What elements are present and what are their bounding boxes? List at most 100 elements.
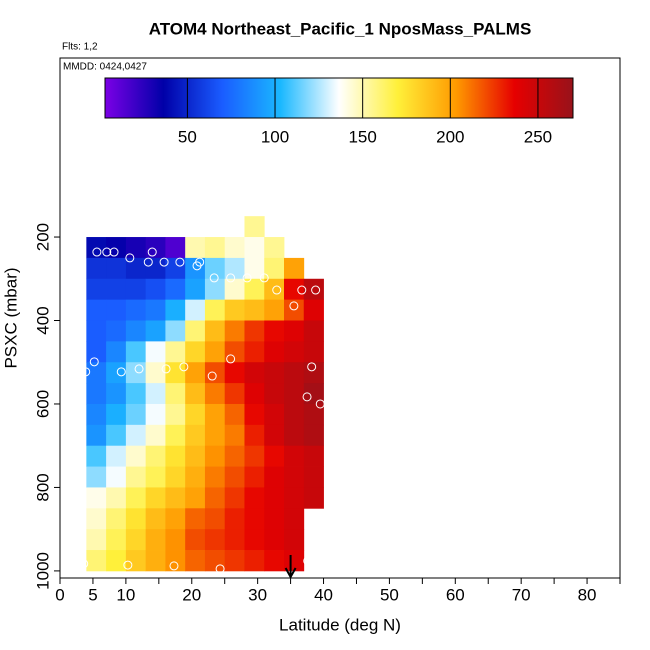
heat-cell <box>86 383 107 405</box>
sample-point <box>242 273 252 283</box>
heat-cell <box>125 383 147 405</box>
heat-cell <box>204 508 226 530</box>
heat-cell <box>284 383 305 405</box>
sample-point <box>311 285 321 295</box>
heat-cell <box>145 257 166 280</box>
heat-cell <box>86 466 107 488</box>
heat-cell <box>185 299 206 321</box>
subtitle: Flts: 1,2 <box>62 42 98 53</box>
heat-cell <box>165 466 186 488</box>
heat-cell <box>224 424 245 447</box>
heat-cell <box>284 403 305 426</box>
x-tick-label: 60 <box>446 585 465 604</box>
sample-point <box>272 285 282 295</box>
y-tick-label: 800 <box>33 473 52 501</box>
heat-cell <box>284 529 305 551</box>
heat-cell <box>106 550 127 572</box>
heat-cell <box>284 257 305 280</box>
heat-cell <box>106 529 127 551</box>
colorbar-tick-label: 250 <box>524 127 552 146</box>
heat-cell <box>185 403 206 426</box>
heat-cell <box>224 550 245 572</box>
heat-cell <box>284 466 305 488</box>
heat-cell <box>244 550 265 572</box>
heat-cell <box>185 445 206 467</box>
heat-cell <box>106 466 127 488</box>
heat-cell <box>204 237 226 259</box>
heat-cell <box>106 508 127 530</box>
heat-cell <box>165 237 186 259</box>
heat-cell <box>86 299 107 321</box>
heat-cell <box>264 487 285 509</box>
heat-cell <box>145 445 166 467</box>
heat-cell <box>224 341 245 363</box>
plot-frame <box>59 57 621 579</box>
heat-cell <box>244 257 265 280</box>
heat-cell <box>264 445 285 467</box>
heat-cell <box>165 550 186 572</box>
heat-cell <box>185 257 206 280</box>
heat-cell <box>204 529 226 551</box>
sample-point <box>92 247 102 257</box>
heat-cell <box>125 445 147 467</box>
heat-cell <box>86 550 107 572</box>
heat-cell <box>165 299 186 321</box>
heat-cell <box>244 278 265 301</box>
heat-cell <box>185 341 206 363</box>
heat-cell <box>185 529 206 551</box>
heat-cell <box>303 424 324 447</box>
heat-cell <box>264 320 285 342</box>
x-tick-label: 80 <box>578 585 597 604</box>
sample-point <box>303 556 313 566</box>
heat-cell <box>303 341 324 363</box>
x-tick-label: 0 <box>55 585 64 604</box>
heat-cell <box>264 550 285 572</box>
sample-point <box>89 357 99 367</box>
heat-cell <box>284 424 305 447</box>
sample-point <box>195 257 205 267</box>
heat-cell <box>86 341 107 363</box>
heat-cell <box>224 508 245 530</box>
heat-cell <box>165 403 186 426</box>
sample-point <box>143 257 153 267</box>
heat-cell <box>165 278 186 301</box>
y-tick-label: 400 <box>33 306 52 334</box>
sample-point <box>147 247 157 257</box>
heat-cell <box>244 362 265 384</box>
heat-cell <box>185 508 206 530</box>
heat-cell <box>106 299 127 321</box>
annotation: MMDD: 0424,0427 <box>63 62 147 73</box>
heat-cell <box>145 383 166 405</box>
sample-point <box>302 392 312 402</box>
heat-cell <box>244 487 265 509</box>
heat-cell <box>204 487 226 509</box>
x-axis-label: Latitude (deg N) <box>279 615 401 634</box>
heat-cell <box>125 237 147 259</box>
heat-cell <box>264 383 285 405</box>
heat-cell <box>284 278 305 301</box>
heat-cell <box>244 529 265 551</box>
heat-cell <box>204 299 226 321</box>
heat-cell <box>264 278 285 301</box>
colorbar-tick-label: 100 <box>261 127 289 146</box>
heat-cell <box>125 257 147 280</box>
heat-cell <box>145 362 166 384</box>
heat-cell <box>86 278 107 301</box>
sample-point <box>159 257 169 267</box>
heat-cell <box>106 257 127 280</box>
heat-cell <box>145 529 166 551</box>
heat-cell <box>284 320 305 342</box>
heat-cell <box>303 362 324 384</box>
heat-cell <box>106 362 127 384</box>
heat-cell <box>185 320 206 342</box>
sample-point <box>209 273 219 283</box>
heat-cell <box>204 550 226 572</box>
heat-cell <box>264 529 285 551</box>
heat-cell <box>264 508 285 530</box>
heat-cell <box>284 508 305 530</box>
heat-cell <box>204 424 226 447</box>
chart-title: ATOM4 Northeast_Pacific_1 NposMass_PALMS <box>149 19 532 38</box>
heat-cell <box>244 341 265 363</box>
heat-cell <box>264 341 285 363</box>
heat-cell <box>244 403 265 426</box>
